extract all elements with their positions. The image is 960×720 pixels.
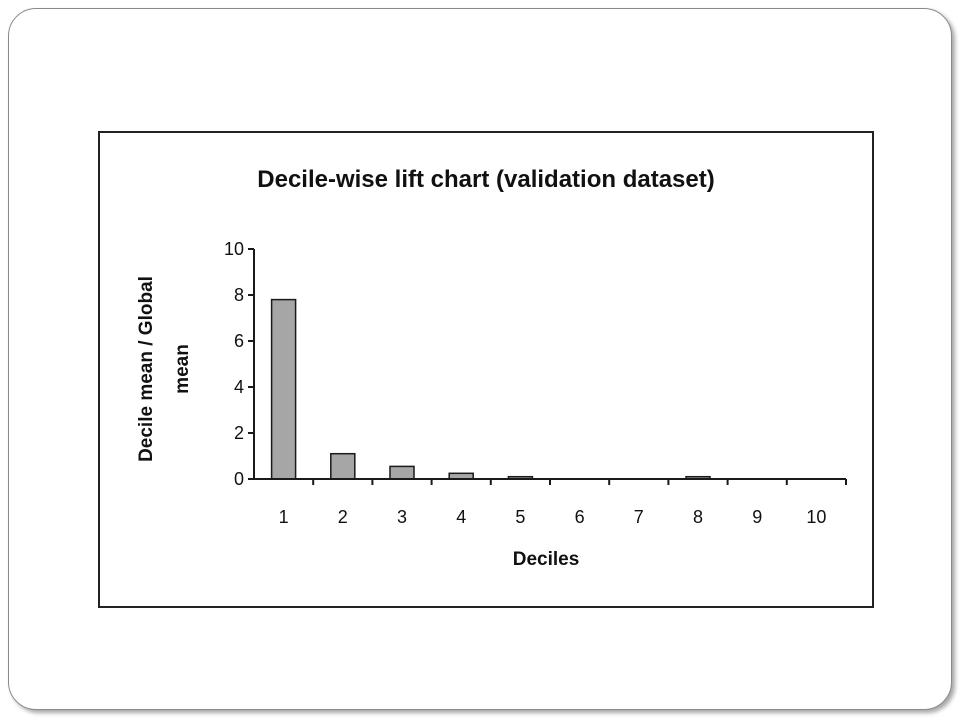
y-tick-label: 0 bbox=[234, 469, 244, 489]
slide-frame: Decile-wise lift chart (validation datas… bbox=[8, 8, 952, 710]
x-tick-label: 10 bbox=[806, 507, 826, 527]
x-tick-label: 3 bbox=[397, 507, 407, 527]
bar-decile-1 bbox=[270, 298, 297, 480]
chart-title: Decile-wise lift chart (validation datas… bbox=[257, 166, 714, 193]
x-tick-label: 5 bbox=[515, 507, 525, 527]
x-tick-label: 2 bbox=[338, 507, 348, 527]
y-tick-label: 2 bbox=[234, 423, 244, 443]
bar-decile-2 bbox=[330, 452, 356, 480]
chart-frame: Decile-wise lift chart (validation datas… bbox=[98, 131, 874, 608]
bar-decile-3 bbox=[389, 465, 415, 480]
y-axis-label-line2: mean bbox=[172, 344, 193, 394]
y-tick-label: 4 bbox=[234, 377, 244, 397]
x-ticks-group: 1 2 3 4 5 6 7 8 9 10 bbox=[279, 479, 847, 527]
x-axis-label: Deciles bbox=[513, 549, 580, 570]
x-tick-label: 1 bbox=[279, 507, 289, 527]
y-tick-label: 10 bbox=[224, 239, 244, 259]
x-tick-label: 8 bbox=[693, 507, 703, 527]
x-tick-label: 7 bbox=[634, 507, 644, 527]
lift-chart: Decile-wise lift chart (validation datas… bbox=[136, 166, 847, 570]
y-tick-label: 8 bbox=[234, 285, 244, 305]
bars-group bbox=[270, 298, 711, 480]
x-tick-label: 4 bbox=[456, 507, 466, 527]
y-axis-label-group: Decile mean / Global mean bbox=[136, 276, 193, 462]
x-tick-label: 6 bbox=[575, 507, 585, 527]
y-ticks-group: 0 2 4 6 8 10 bbox=[224, 239, 254, 489]
y-axis-label-line1: Decile mean / Global bbox=[136, 276, 157, 462]
x-tick-label: 9 bbox=[752, 507, 762, 527]
y-tick-label: 6 bbox=[234, 331, 244, 351]
